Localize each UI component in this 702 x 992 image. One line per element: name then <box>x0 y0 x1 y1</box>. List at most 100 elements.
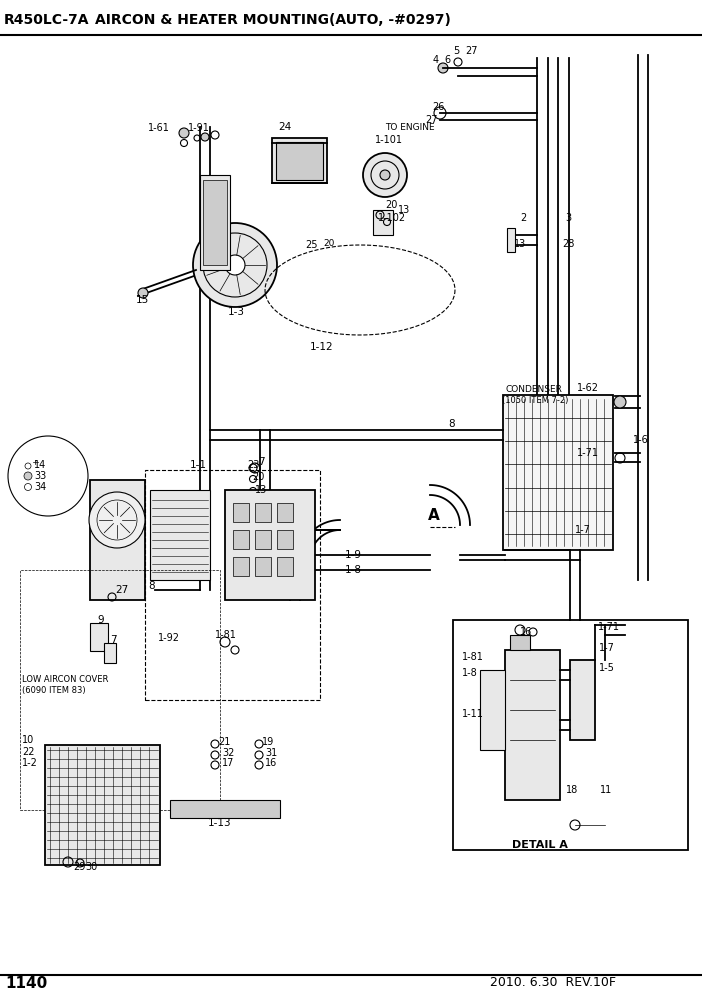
Text: 8: 8 <box>448 419 455 429</box>
Text: 1-5: 1-5 <box>599 663 615 673</box>
Text: 1-11: 1-11 <box>462 709 484 719</box>
Bar <box>255 503 271 522</box>
Bar <box>225 490 315 600</box>
Text: R450LC-7A: R450LC-7A <box>4 13 89 27</box>
Text: DETAIL A: DETAIL A <box>512 840 568 850</box>
Text: 1-3: 1-3 <box>228 307 245 317</box>
Text: 9: 9 <box>97 615 104 625</box>
Text: 1-8: 1-8 <box>345 565 362 575</box>
Text: 13: 13 <box>514 239 526 249</box>
Circle shape <box>614 396 626 408</box>
Text: 1-8: 1-8 <box>462 668 478 678</box>
Text: TO ENGINE: TO ENGINE <box>385 122 435 132</box>
Text: CONDENSER: CONDENSER <box>506 386 563 395</box>
Text: 1-92: 1-92 <box>158 633 180 643</box>
Text: (1050 ITEM 7-2): (1050 ITEM 7-2) <box>502 396 569 405</box>
Text: 1-81: 1-81 <box>215 630 237 640</box>
Text: 5: 5 <box>453 46 459 56</box>
Text: 33: 33 <box>34 471 46 481</box>
Text: 1-101: 1-101 <box>375 135 403 145</box>
Text: 32: 32 <box>222 748 234 758</box>
Text: 29: 29 <box>73 862 86 872</box>
Text: 14: 14 <box>34 460 46 470</box>
Bar <box>255 530 271 549</box>
Text: 24: 24 <box>278 122 291 132</box>
Bar <box>233 503 249 522</box>
Circle shape <box>225 255 245 275</box>
Text: 21: 21 <box>218 737 230 747</box>
Text: 1-102: 1-102 <box>378 213 406 223</box>
Text: 1-61: 1-61 <box>148 123 170 133</box>
Bar <box>90 480 145 600</box>
Text: 13: 13 <box>255 485 267 495</box>
Bar <box>255 557 271 576</box>
Text: 19: 19 <box>262 737 274 747</box>
Text: 27: 27 <box>425 115 437 125</box>
Bar <box>453 620 688 850</box>
Text: 34: 34 <box>34 482 46 492</box>
Bar <box>570 660 595 740</box>
Text: 18: 18 <box>566 785 578 795</box>
Text: LOW AIRCON COVER: LOW AIRCON COVER <box>22 676 108 684</box>
Text: 3: 3 <box>565 213 571 223</box>
Text: 6: 6 <box>444 55 450 65</box>
Circle shape <box>89 492 145 548</box>
Bar <box>233 557 249 576</box>
Bar <box>503 395 613 550</box>
Text: A: A <box>428 508 439 523</box>
Bar <box>373 210 393 235</box>
Text: 1-62: 1-62 <box>577 383 599 393</box>
Text: 2: 2 <box>520 213 526 223</box>
Text: 1140: 1140 <box>5 975 47 990</box>
Ellipse shape <box>505 793 559 807</box>
Bar <box>507 228 515 252</box>
Text: 20: 20 <box>252 472 265 482</box>
Text: 4: 4 <box>433 55 439 65</box>
Bar <box>277 530 293 549</box>
Text: 13: 13 <box>398 205 410 215</box>
Text: 20: 20 <box>323 239 334 249</box>
Text: (6090 ITEM 83): (6090 ITEM 83) <box>22 685 86 694</box>
Bar <box>277 557 293 576</box>
Text: 1-9: 1-9 <box>345 550 362 560</box>
Circle shape <box>529 628 537 636</box>
Circle shape <box>515 625 525 635</box>
Bar <box>150 490 210 580</box>
Bar <box>20 570 220 810</box>
Text: 25: 25 <box>305 240 317 250</box>
Text: 16: 16 <box>520 627 532 637</box>
Bar <box>510 635 530 650</box>
Bar <box>480 670 505 750</box>
Text: 28: 28 <box>562 239 574 249</box>
Text: 1-12: 1-12 <box>310 342 333 352</box>
Text: 1-2: 1-2 <box>22 758 38 768</box>
Text: 1-81: 1-81 <box>462 652 484 662</box>
Text: 1-71: 1-71 <box>577 448 599 458</box>
Bar <box>233 530 249 549</box>
Text: 7: 7 <box>258 457 265 467</box>
Circle shape <box>179 128 189 138</box>
Circle shape <box>201 133 209 141</box>
Text: 15: 15 <box>136 295 150 305</box>
Circle shape <box>8 436 88 516</box>
Bar <box>277 503 293 522</box>
Text: 1-7: 1-7 <box>575 525 591 535</box>
Text: 30: 30 <box>85 862 98 872</box>
Text: 11: 11 <box>600 785 612 795</box>
Text: 22: 22 <box>22 747 34 757</box>
Text: 8: 8 <box>148 581 154 591</box>
Bar <box>145 470 320 700</box>
Bar <box>45 745 160 865</box>
Text: 2010. 6.30  REV.10F: 2010. 6.30 REV.10F <box>490 976 616 989</box>
Text: 26: 26 <box>432 102 444 112</box>
Text: 16: 16 <box>265 758 277 768</box>
Text: 1-13: 1-13 <box>208 818 232 828</box>
Text: 7: 7 <box>110 635 117 645</box>
Bar <box>104 643 116 663</box>
Circle shape <box>363 153 407 197</box>
Bar <box>90 623 108 651</box>
Text: 1-1: 1-1 <box>190 460 207 470</box>
Circle shape <box>138 288 148 298</box>
Bar <box>505 650 560 800</box>
Text: 1-91: 1-91 <box>188 123 210 133</box>
